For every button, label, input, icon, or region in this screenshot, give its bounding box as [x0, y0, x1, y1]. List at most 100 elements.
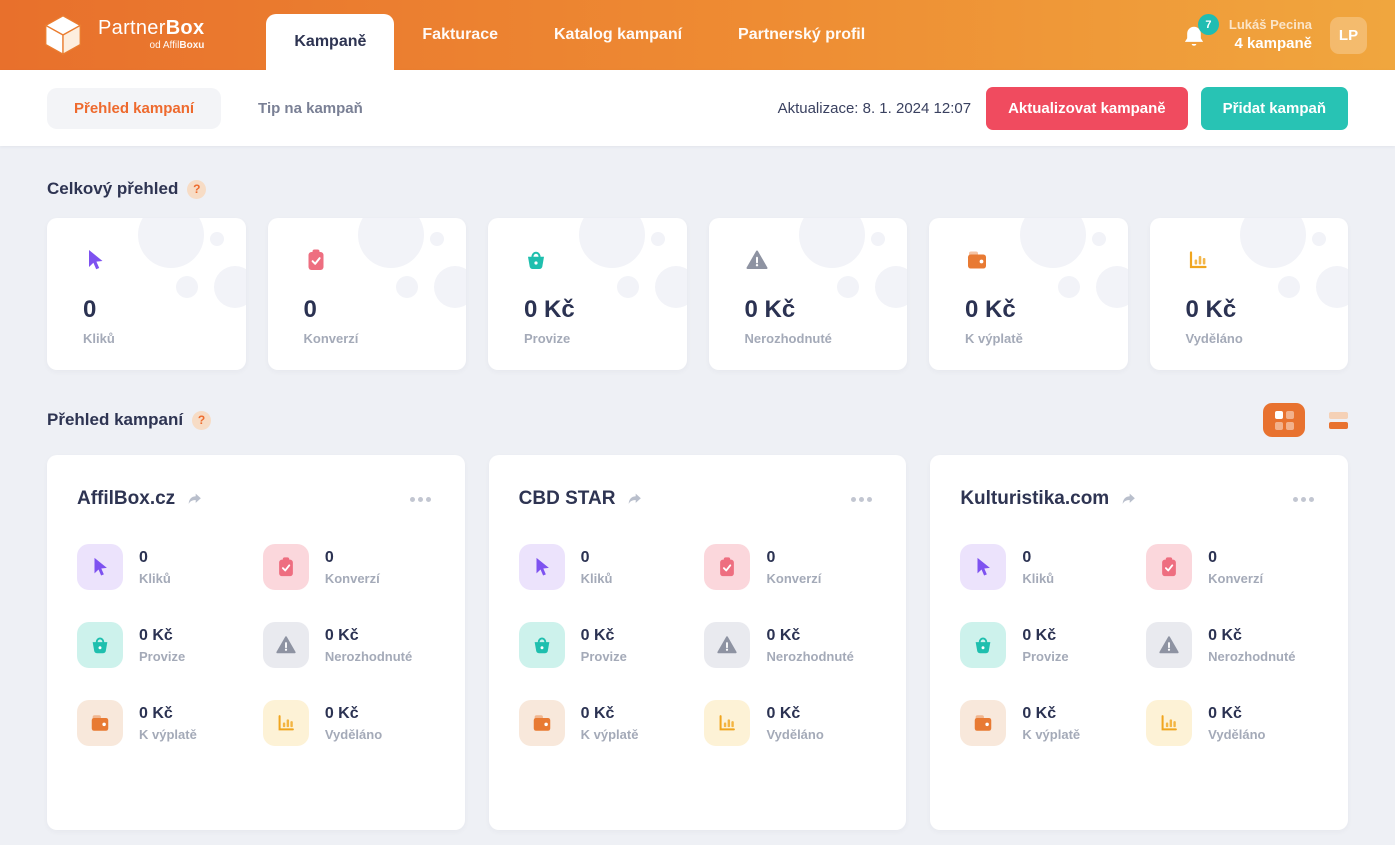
campaigns-title: Přehled kampaní — [47, 410, 184, 429]
update-campaigns-button[interactable]: Aktualizovat kampaně — [986, 86, 1188, 130]
stat-provize: 0 Kč Provize — [960, 622, 1132, 668]
overview-card-nerozhodnute: 0 Kč Nerozhodnuté — [708, 218, 907, 370]
stat-label: Konverzí — [303, 331, 359, 346]
app-header: PartnerBox od AffilBoxu Kampaně Fakturac… — [0, 0, 1395, 70]
stat-value: 0 Kč — [965, 296, 1016, 323]
stat-label: Vyděláno — [766, 726, 824, 742]
wallet-icon — [960, 700, 1007, 746]
list-view-button[interactable] — [1329, 411, 1348, 429]
external-link-icon[interactable] — [185, 490, 204, 509]
stat-konverze: 0 Konverzí — [1146, 544, 1318, 590]
stat-nerozhodnute: 0 Kč Nerozhodnuté — [1146, 622, 1318, 668]
tab-tip-na-kampan[interactable]: Tip na kampaň — [258, 99, 363, 117]
stat-value: 0 Kč — [580, 704, 615, 722]
stat-kliky: 0 Kliků — [518, 544, 691, 590]
more-menu-icon[interactable] — [406, 493, 435, 506]
stat-kliky: 0 Kliků — [77, 544, 249, 590]
basket-icon — [77, 622, 123, 668]
app-logo[interactable]: PartnerBox od AffilBoxu — [40, 0, 204, 70]
stat-value: 0 Kč — [766, 626, 801, 644]
main-nav: Kampaně Fakturace Katalog kampaní Partne… — [266, 0, 893, 70]
stat-value: 0 — [303, 296, 317, 323]
campaign-name[interactable]: AffilBox.cz — [77, 488, 176, 509]
campaign-card-affilbox: AffilBox.cz 0 Kliků 0 Konverzí — [47, 455, 465, 830]
stat-value: 0 Kč — [1022, 704, 1057, 722]
clipboard-icon — [1146, 544, 1193, 590]
stat-konverze: 0 Konverzí — [262, 544, 435, 590]
clipboard-icon — [704, 544, 751, 590]
stat-value: 0 — [766, 548, 776, 566]
stat-value: 0 Kč — [139, 626, 173, 644]
user-menu[interactable]: Lukáš Pecina 4 kampaně — [1229, 16, 1312, 54]
stat-label: Kliků — [1022, 570, 1055, 586]
stat-provize: 0 Kč Provize — [518, 622, 691, 668]
bar-chart-icon — [1146, 700, 1193, 746]
nav-tab-kampane[interactable]: Kampaně — [266, 14, 395, 70]
campaign-name[interactable]: CBD STAR — [518, 488, 616, 509]
help-icon[interactable]: ? — [192, 410, 212, 430]
stat-label: Vyděláno — [1208, 726, 1266, 742]
overview-card-konverze: 0 Konverzí — [267, 218, 466, 370]
toolbar-right: Aktualizace: 8. 1. 2024 12:07 Aktualizov… — [778, 86, 1348, 130]
campaign-card-cbd-star: CBD STAR 0 Kliků 0 Konverzí 0 — [488, 455, 907, 830]
stat-value: 0 — [1208, 548, 1218, 566]
stat-label: Vyděláno — [324, 726, 383, 742]
stat-value: 0 Kč — [1185, 296, 1237, 323]
help-icon[interactable]: ? — [187, 179, 207, 199]
stat-value: 0 Kč — [580, 626, 615, 644]
stat-vydelano: 0 Kč Vyděláno — [704, 700, 876, 746]
campaign-cards-grid: AffilBox.cz 0 Kliků 0 Konverzí — [47, 455, 1348, 830]
cursor-icon — [83, 248, 107, 272]
stat-value: 0 Kč — [324, 704, 359, 722]
stat-vydelano: 0 Kč Vyděláno — [1146, 700, 1318, 746]
stat-label: Provize — [1022, 648, 1069, 664]
nav-tab-partnersky-profil[interactable]: Partnerský profil — [738, 26, 866, 43]
stat-label: Kliků — [580, 570, 613, 586]
avatar[interactable]: LP — [1330, 16, 1367, 54]
toolbar: Přehled kampaní Tip na kampaň Aktualizac… — [0, 70, 1395, 146]
stat-label: Nerozhodnuté — [744, 331, 832, 346]
stat-value: 0 — [324, 548, 334, 566]
add-campaign-button[interactable]: Přidat kampaň — [1200, 86, 1348, 130]
stat-label: Nerozhodnuté — [1208, 648, 1296, 664]
campaign-name[interactable]: Kulturistika.com — [960, 488, 1110, 509]
clipboard-icon — [304, 248, 328, 272]
stat-k-vyplate: 0 Kč K výplatě — [77, 700, 249, 746]
external-link-icon[interactable] — [625, 490, 644, 509]
stat-label: Konverzí — [766, 570, 822, 586]
grid-view-button[interactable] — [1263, 403, 1305, 437]
wallet-icon — [77, 700, 123, 746]
nav-tab-katalog-kampani[interactable]: Katalog kampaní — [554, 26, 683, 43]
campaigns-section-header: Přehled kampaní ? — [47, 403, 1348, 437]
warning-icon — [745, 248, 769, 272]
campaign-stats: 0 Kliků 0 Konverzí 0 Kč Provize 0 Kč — [960, 544, 1318, 746]
nav-tab-fakturace[interactable]: Fakturace — [422, 26, 498, 43]
campaign-card-header: Kulturistika.com — [960, 488, 1318, 510]
stat-label: Konverzí — [1208, 570, 1264, 586]
stat-label: Konverzí — [324, 570, 380, 586]
cube-logo-icon — [40, 12, 86, 58]
user-campaign-count: 4 kampaně — [1234, 34, 1312, 52]
more-menu-icon[interactable] — [1289, 493, 1318, 506]
tab-prehled-kampani[interactable]: Přehled kampaní — [47, 87, 222, 129]
campaign-card-header: CBD STAR — [519, 488, 877, 510]
overview-title: Celkový přehled — [47, 179, 179, 198]
stat-label: K výplatě — [580, 726, 639, 742]
stat-kliky: 0 Kliků — [960, 544, 1132, 590]
stat-value: 0 — [580, 548, 590, 566]
overview-card-kliky: 0 Kliků — [47, 218, 246, 370]
header-right: 7 Lukáš Pecina 4 kampaně LP — [1181, 0, 1367, 70]
campaign-stats: 0 Kliků 0 Konverzí 0 Kč Provize 0 Kč — [77, 544, 435, 746]
stat-label: Kliků — [83, 331, 115, 346]
overview-section-header: Celkový přehled ? — [47, 179, 1348, 199]
cursor-icon — [960, 544, 1007, 590]
stat-value: 0 — [83, 296, 97, 323]
notifications-button[interactable]: 7 — [1181, 14, 1219, 50]
basket-icon — [524, 248, 548, 272]
external-link-icon[interactable] — [1119, 490, 1138, 509]
wallet-icon — [518, 700, 565, 746]
more-menu-icon[interactable] — [847, 493, 876, 506]
campaign-card-kulturistika: Kulturistika.com 0 Kliků 0 Konverzí — [930, 455, 1348, 830]
stat-value: 0 Kč — [1208, 704, 1242, 722]
stat-value: 0 Kč — [766, 704, 801, 722]
